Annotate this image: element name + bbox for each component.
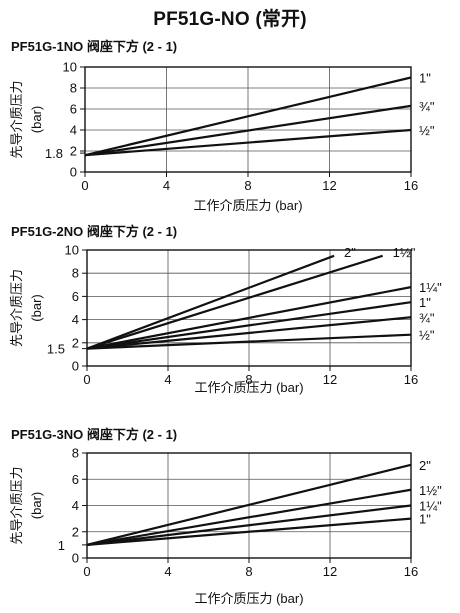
series-line: [84, 76, 412, 157]
x-tick-label: 4: [164, 564, 171, 579]
series-label: 1": [419, 295, 431, 310]
series-label: 1": [419, 512, 431, 527]
x-tick-label: 12: [323, 564, 337, 579]
y-tick-label: 8: [72, 266, 79, 281]
y-axis-unit: (bar): [29, 294, 44, 321]
series-line: [84, 128, 412, 157]
series-label: 1¼": [419, 499, 442, 514]
y-tick-label: 4: [72, 312, 79, 327]
x-tick-label: 16: [404, 178, 418, 193]
y-axis-unit: (bar): [29, 492, 44, 519]
series-line: [86, 333, 412, 350]
y-axis-unit: (bar): [29, 106, 44, 133]
y-tick-label: 8: [70, 81, 77, 96]
y-axis-label: 先导介质压力: [9, 80, 24, 158]
chart-title: PF51G-3NO 阀座下方 (2 - 1): [11, 427, 177, 442]
y-tick-label: 0: [72, 359, 79, 374]
series-label: ¾": [419, 99, 435, 114]
y-tick-label: 0: [70, 165, 77, 180]
x-tick-label: 12: [323, 372, 337, 387]
x-tick-label: 0: [83, 372, 90, 387]
y-tick-label: 10: [65, 243, 79, 258]
x-tick-label: 8: [245, 372, 252, 387]
x-axis-label: 工作介质压力 (bar): [194, 591, 303, 606]
series-line: [86, 463, 412, 546]
chart-2: PF51G-2NO 阀座下方 (2 - 1) 0 2 4 6 8 10 1.5 0 4 8 12 16 工…: [9, 224, 442, 395]
series-label: 2": [419, 458, 431, 473]
series-label: 1": [419, 71, 431, 86]
series-line: [86, 301, 412, 350]
chart-title: PF51G-2NO 阀座下方 (2 - 1): [11, 224, 177, 239]
x-tick-label: 4: [163, 178, 170, 193]
y-tick-label: 2: [72, 524, 79, 539]
chart-title: PF51G-1NO 阀座下方 (2 - 1): [11, 39, 177, 54]
y-tick-label: 2: [72, 335, 79, 350]
y-tick-label: 4: [70, 123, 77, 138]
y-tick-label: 6: [72, 289, 79, 304]
x-tick-label: 4: [164, 372, 171, 387]
series-label: 1½": [393, 245, 416, 260]
x-tick-label: 16: [404, 564, 418, 579]
series-line: [86, 254, 383, 350]
y-tick-label: 6: [72, 472, 79, 487]
y-axis-label: 先导介质压力: [9, 466, 24, 544]
y-tick-label: 6: [70, 102, 77, 117]
x-tick-label: 0: [81, 178, 88, 193]
series-line: [86, 488, 412, 546]
series-label: 2": [344, 245, 356, 260]
series-line: [86, 286, 412, 350]
page-title: PF51G-NO (常开): [153, 9, 307, 30]
series-label: ¾": [419, 310, 435, 325]
y-tick-label-extra: 1: [58, 538, 65, 553]
series-line: [86, 316, 412, 350]
y-tick-label: 8: [72, 446, 79, 461]
series-line: [86, 254, 335, 350]
x-tick-label: 8: [245, 564, 252, 579]
x-axis-label: 工作介质压力 (bar): [194, 380, 303, 395]
series-line: [86, 517, 412, 546]
chart-1: PF51G-1NO 阀座下方 (2 - 1) 0 2 4 6 8 10 1.8 0 4 8 12 16 工…: [9, 39, 435, 213]
y-tick-label-extra: 1.5: [47, 342, 65, 357]
y-tick-label: 0: [72, 551, 79, 566]
series-label: 1¼": [419, 280, 442, 295]
y-axis-label: 先导介质压力: [9, 269, 24, 347]
x-axis-label: 工作介质压力 (bar): [193, 198, 302, 213]
y-tick-label-extra: 1.8: [45, 146, 63, 161]
y-tick-label: 2: [70, 144, 77, 159]
series-label: ½": [419, 328, 435, 343]
x-tick-label: 16: [404, 372, 418, 387]
series-label: ½": [419, 123, 435, 138]
series-line: [86, 504, 412, 546]
series-line: [84, 104, 412, 157]
x-tick-label: 0: [83, 564, 90, 579]
y-tick-label: 10: [63, 60, 77, 75]
series-label: 1½": [419, 483, 442, 498]
y-tick-label: 4: [72, 498, 79, 513]
x-tick-label: 8: [244, 178, 251, 193]
x-tick-label: 12: [322, 178, 336, 193]
